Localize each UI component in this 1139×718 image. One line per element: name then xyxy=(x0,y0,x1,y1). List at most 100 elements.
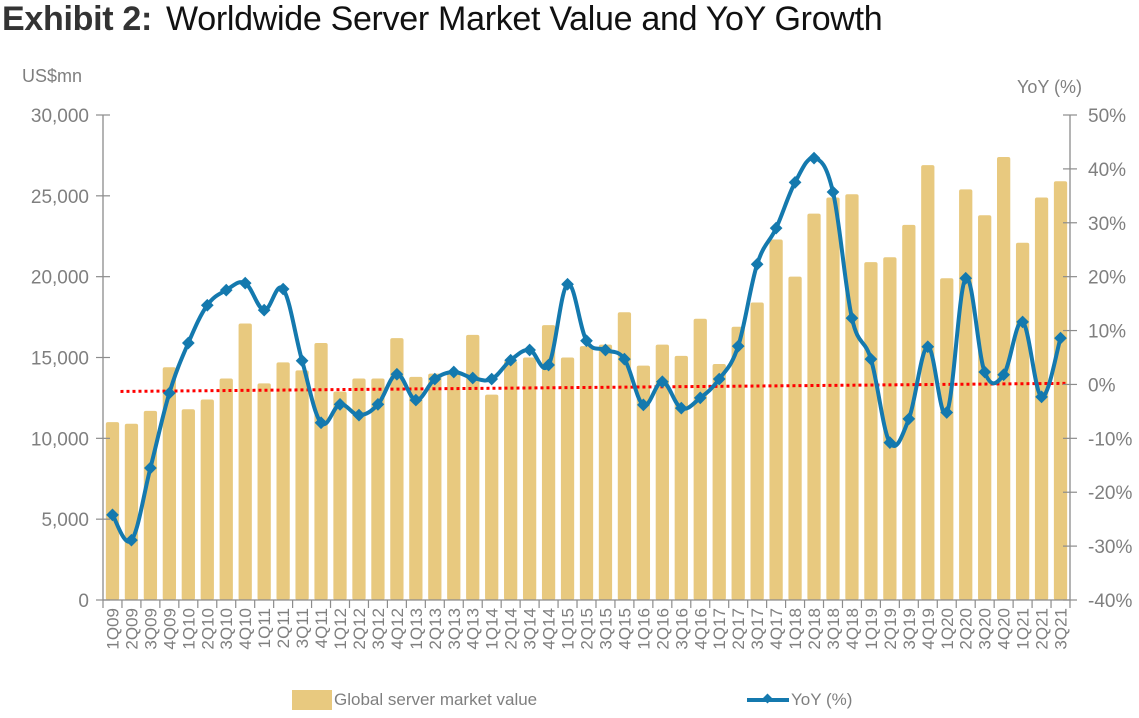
right-tick-label: 0% xyxy=(1088,375,1116,396)
legend-bar-swatch xyxy=(292,690,332,710)
bar-2Q13 xyxy=(428,373,442,600)
right-tick-label: 50% xyxy=(1088,106,1126,127)
legend-item-bar: Global server market value xyxy=(292,690,537,710)
bar-3Q17 xyxy=(750,302,764,600)
bar-4Q15 xyxy=(617,312,632,600)
bar-4Q10 xyxy=(238,323,252,600)
x-tick-label: 1Q13 xyxy=(407,608,426,650)
left-tick-label: 30,000 xyxy=(31,106,89,127)
x-tick-label: 4Q10 xyxy=(236,608,255,650)
x-tick-label: 2Q14 xyxy=(502,608,521,650)
x-tick-label: 1Q18 xyxy=(786,608,805,650)
x-tick-label: 2Q09 xyxy=(122,608,141,650)
yoy-point-4Q10 xyxy=(238,276,252,290)
legend-line-label: YoY (%) xyxy=(791,690,853,709)
x-tick-label: 4Q14 xyxy=(540,608,559,650)
bar-4Q18 xyxy=(845,194,859,600)
right-tick-label: 10% xyxy=(1088,322,1126,343)
yoy-point-2Q11 xyxy=(276,282,290,296)
x-tick-label: 4Q12 xyxy=(388,608,407,650)
bar-1Q15 xyxy=(560,357,575,600)
x-tick-label: 3Q11 xyxy=(293,608,312,648)
x-tick-label: 3Q21 xyxy=(1052,608,1071,650)
title-text: Worldwide Server Market Value and YoY Gr… xyxy=(166,0,883,38)
yoy-point-4Q11 xyxy=(314,416,328,430)
bar-2Q15 xyxy=(579,346,594,600)
x-tick-label: 3Q09 xyxy=(141,608,160,650)
yoy-point-3Q18 xyxy=(826,185,840,199)
yoy-point-1Q11 xyxy=(257,303,271,317)
bar-1Q14 xyxy=(485,394,499,600)
yoy-point-4Q13 xyxy=(466,371,480,385)
left-tick-label: 10,000 xyxy=(31,429,89,450)
x-tick-label: 3Q16 xyxy=(672,608,691,650)
x-tick-label: 3Q13 xyxy=(445,608,464,650)
bar-2Q14 xyxy=(504,360,518,600)
legend-item-line: YoY (%) xyxy=(747,690,852,710)
bar-4Q14 xyxy=(541,325,556,600)
bar-3Q11 xyxy=(295,370,309,600)
right-tick-label: -10% xyxy=(1088,429,1132,450)
x-tick-label: 1Q14 xyxy=(483,608,502,650)
yoy-point-3Q13 xyxy=(447,365,461,379)
bar-3Q18 xyxy=(826,197,840,600)
bar-4Q12 xyxy=(390,338,404,600)
bar-2Q17 xyxy=(731,326,745,600)
x-tick-label: 4Q15 xyxy=(615,608,634,650)
x-tick-label: 4Q11 xyxy=(312,608,331,648)
left-tick-label: 0 xyxy=(78,591,89,612)
bar-3Q21 xyxy=(1053,181,1068,601)
x-tick-label: 4Q20 xyxy=(995,608,1014,650)
x-tick-label: 2Q20 xyxy=(957,608,976,650)
bar-1Q11 xyxy=(257,383,271,600)
left-tick-label: 15,000 xyxy=(31,349,89,370)
x-tick-label: 4Q13 xyxy=(464,608,483,650)
bar-3Q20 xyxy=(978,215,992,600)
bar-4Q11 xyxy=(314,342,328,600)
bar-3Q13 xyxy=(447,372,461,600)
legend-bar-label: Global server market value xyxy=(334,690,538,709)
right-tick-label: 20% xyxy=(1088,268,1126,289)
bar-2Q19 xyxy=(883,257,897,600)
yoy-point-2Q10 xyxy=(200,298,214,312)
yoy-point-4Q12 xyxy=(390,367,404,381)
x-tick-label: 2Q18 xyxy=(805,608,824,650)
bars-group xyxy=(105,157,1068,601)
x-tick-label: 1Q21 xyxy=(1014,608,1033,650)
left-tick-label: 25,000 xyxy=(31,187,89,208)
left-tick-label: 5,000 xyxy=(41,510,89,531)
x-tick-label: 3Q12 xyxy=(369,608,388,650)
yoy-point-1Q10 xyxy=(181,336,195,350)
x-tick-label: 1Q20 xyxy=(938,608,957,650)
bar-2Q18 xyxy=(807,213,821,600)
yoy-point-3Q17 xyxy=(750,257,764,271)
bar-4Q17 xyxy=(769,239,783,600)
x-tick-label: 2Q15 xyxy=(578,608,597,650)
yoy-point-3Q11 xyxy=(295,354,309,368)
bar-4Q16 xyxy=(693,318,707,600)
yoy-point-4Q09 xyxy=(162,386,176,400)
yoy-point-1Q13 xyxy=(409,393,423,407)
right-tick-label: 30% xyxy=(1088,214,1126,235)
x-tick-label: 2Q11 xyxy=(274,608,293,648)
bar-1Q13 xyxy=(409,376,423,600)
x-tick-label: 1Q16 xyxy=(634,608,653,650)
bar-1Q20 xyxy=(940,278,954,600)
x-tick-label: 1Q10 xyxy=(179,608,198,650)
x-tick-label: 2Q12 xyxy=(350,608,369,650)
x-tick-label: 3Q10 xyxy=(217,608,236,650)
x-tick-label: 1Q17 xyxy=(710,608,729,650)
x-tick-label: 4Q18 xyxy=(843,608,862,650)
x-tick-label: 2Q21 xyxy=(1033,608,1052,650)
yoy-point-2Q18 xyxy=(807,151,821,165)
bar-2Q20 xyxy=(959,189,973,600)
bar-3Q16 xyxy=(674,355,688,600)
bar-2Q10 xyxy=(200,399,214,600)
bar-1Q21 xyxy=(1015,242,1030,600)
right-tick-label: -40% xyxy=(1088,591,1132,612)
x-tick-label: 2Q16 xyxy=(653,608,672,650)
left-axis-label: US$mn xyxy=(22,66,82,86)
bar-3Q10 xyxy=(219,378,233,600)
x-tick-label: 2Q17 xyxy=(729,608,748,650)
